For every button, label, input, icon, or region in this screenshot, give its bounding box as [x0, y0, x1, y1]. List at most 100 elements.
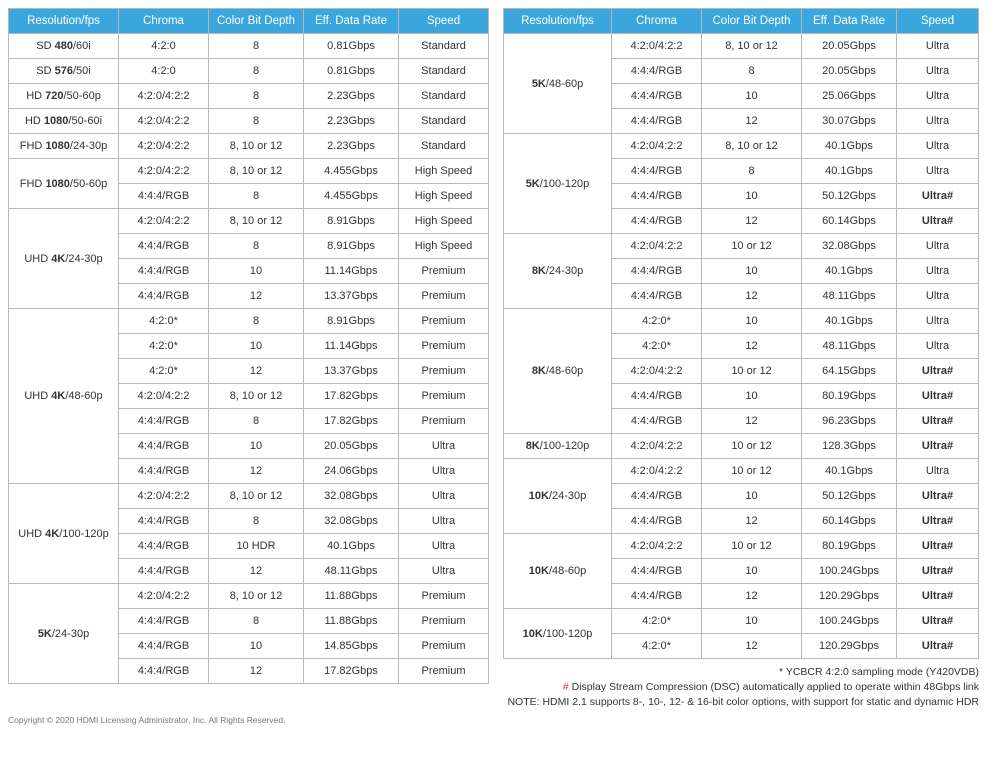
speed-cell: Ultra — [399, 534, 489, 559]
datarate-cell: 17.82Gbps — [304, 409, 399, 434]
bitdepth-cell: 12 — [702, 109, 802, 134]
bitdepth-cell: 10 — [702, 484, 802, 509]
bitdepth-cell: 8, 10 or 12 — [209, 134, 304, 159]
datarate-cell: 80.19Gbps — [802, 384, 897, 409]
hdmi-spec-table-right: Resolution/fpsChromaColor Bit DepthEff. … — [503, 8, 979, 659]
speed-cell: Ultra# — [897, 359, 979, 384]
speed-cell: Ultra# — [897, 409, 979, 434]
datarate-cell: 2.23Gbps — [304, 109, 399, 134]
chroma-cell: 4:4:4/RGB — [612, 84, 702, 109]
bitdepth-cell: 8 — [209, 59, 304, 84]
datarate-cell: 40.1Gbps — [802, 259, 897, 284]
speed-cell: Ultra — [897, 59, 979, 84]
speed-cell: Ultra — [897, 109, 979, 134]
chroma-cell: 4:4:4/RGB — [612, 109, 702, 134]
bitdepth-cell: 8 — [209, 309, 304, 334]
datarate-cell: 8.91Gbps — [304, 209, 399, 234]
footnote-star: * YCBCR 4:2:0 sampling mode (Y420VDB) — [503, 665, 979, 680]
speed-cell: Ultra — [399, 434, 489, 459]
resolution-cell: 8K/100-120p — [504, 434, 612, 459]
bitdepth-cell: 8 — [209, 184, 304, 209]
bitdepth-cell: 10 — [702, 259, 802, 284]
resolution-cell: 10K/48-60p — [504, 534, 612, 609]
chroma-cell: 4:2:0/4:2:2 — [119, 109, 209, 134]
chroma-cell: 4:4:4/RGB — [119, 234, 209, 259]
bitdepth-cell: 8, 10 or 12 — [702, 34, 802, 59]
speed-cell: Ultra# — [897, 484, 979, 509]
copyright-text: Copyright © 2020 HDMI Licensing Administ… — [8, 715, 992, 725]
bitdepth-cell: 10 or 12 — [702, 234, 802, 259]
chroma-cell: 4:4:4/RGB — [612, 259, 702, 284]
datarate-cell: 8.91Gbps — [304, 234, 399, 259]
speed-cell: Standard — [399, 34, 489, 59]
chroma-cell: 4:4:4/RGB — [612, 209, 702, 234]
table-row: 8K/100-120p4:2:0/4:2:210 or 12128.3GbpsU… — [504, 434, 979, 459]
chroma-cell: 4:2:0* — [612, 309, 702, 334]
speed-cell: Premium — [399, 334, 489, 359]
bitdepth-cell: 8 — [209, 34, 304, 59]
speed-cell: Premium — [399, 384, 489, 409]
chroma-cell: 4:4:4/RGB — [119, 634, 209, 659]
chroma-cell: 4:2:0/4:2:2 — [119, 84, 209, 109]
chroma-cell: 4:4:4/RGB — [119, 459, 209, 484]
speed-cell: Premium — [399, 584, 489, 609]
datarate-cell: 13.37Gbps — [304, 284, 399, 309]
bitdepth-cell: 12 — [702, 334, 802, 359]
chroma-cell: 4:4:4/RGB — [119, 559, 209, 584]
chroma-cell: 4:4:4/RGB — [612, 509, 702, 534]
table-row: 5K/24-30p4:2:0/4:2:28, 10 or 1211.88Gbps… — [9, 584, 489, 609]
datarate-cell: 13.37Gbps — [304, 359, 399, 384]
speed-cell: Premium — [399, 609, 489, 634]
bitdepth-cell: 12 — [702, 584, 802, 609]
resolution-cell: SD 576/50i — [9, 59, 119, 84]
datarate-cell: 25.06Gbps — [802, 84, 897, 109]
datarate-cell: 50.12Gbps — [802, 484, 897, 509]
datarate-cell: 96.23Gbps — [802, 409, 897, 434]
datarate-cell: 17.82Gbps — [304, 384, 399, 409]
resolution-cell: HD 1080/50-60i — [9, 109, 119, 134]
right-column: Resolution/fpsChromaColor Bit DepthEff. … — [503, 8, 979, 711]
column-header: Eff. Data Rate — [802, 9, 897, 34]
datarate-cell: 24.06Gbps — [304, 459, 399, 484]
bitdepth-cell: 12 — [209, 284, 304, 309]
datarate-cell: 100.24Gbps — [802, 609, 897, 634]
speed-cell: Ultra# — [897, 209, 979, 234]
chroma-cell: 4:2:0* — [119, 359, 209, 384]
bitdepth-cell: 10 — [209, 334, 304, 359]
speed-cell: Standard — [399, 59, 489, 84]
table-row: UHD 4K/48-60p4:2:0*88.91GbpsPremium — [9, 309, 489, 334]
chroma-cell: 4:2:0/4:2:2 — [119, 159, 209, 184]
chroma-cell: 4:4:4/RGB — [612, 284, 702, 309]
speed-cell: Premium — [399, 409, 489, 434]
speed-cell: Ultra — [897, 134, 979, 159]
speed-cell: Ultra# — [897, 184, 979, 209]
datarate-cell: 20.05Gbps — [802, 59, 897, 84]
datarate-cell: 32.08Gbps — [304, 509, 399, 534]
chroma-cell: 4:4:4/RGB — [119, 534, 209, 559]
chroma-cell: 4:4:4/RGB — [119, 184, 209, 209]
bitdepth-cell: 10 — [702, 559, 802, 584]
speed-cell: Ultra — [399, 509, 489, 534]
speed-cell: Ultra# — [897, 634, 979, 659]
chroma-cell: 4:2:0/4:2:2 — [612, 134, 702, 159]
bitdepth-cell: 12 — [702, 509, 802, 534]
datarate-cell: 4.455Gbps — [304, 159, 399, 184]
chroma-cell: 4:4:4/RGB — [119, 659, 209, 684]
speed-cell: Ultra — [897, 34, 979, 59]
bitdepth-cell: 10 — [702, 184, 802, 209]
datarate-cell: 17.82Gbps — [304, 659, 399, 684]
bitdepth-cell: 12 — [702, 284, 802, 309]
resolution-cell: FHD 1080/24-30p — [9, 134, 119, 159]
datarate-cell: 20.05Gbps — [304, 434, 399, 459]
speed-cell: Ultra# — [897, 509, 979, 534]
speed-cell: Ultra — [897, 234, 979, 259]
bitdepth-cell: 12 — [209, 559, 304, 584]
column-header: Color Bit Depth — [209, 9, 304, 34]
speed-cell: Ultra — [897, 159, 979, 184]
chroma-cell: 4:2:0/4:2:2 — [612, 359, 702, 384]
chroma-cell: 4:2:0 — [119, 59, 209, 84]
footnote-hash: # Display Stream Compression (DSC) autom… — [503, 680, 979, 695]
chroma-cell: 4:4:4/RGB — [612, 159, 702, 184]
chroma-cell: 4:4:4/RGB — [612, 184, 702, 209]
chroma-cell: 4:4:4/RGB — [612, 409, 702, 434]
